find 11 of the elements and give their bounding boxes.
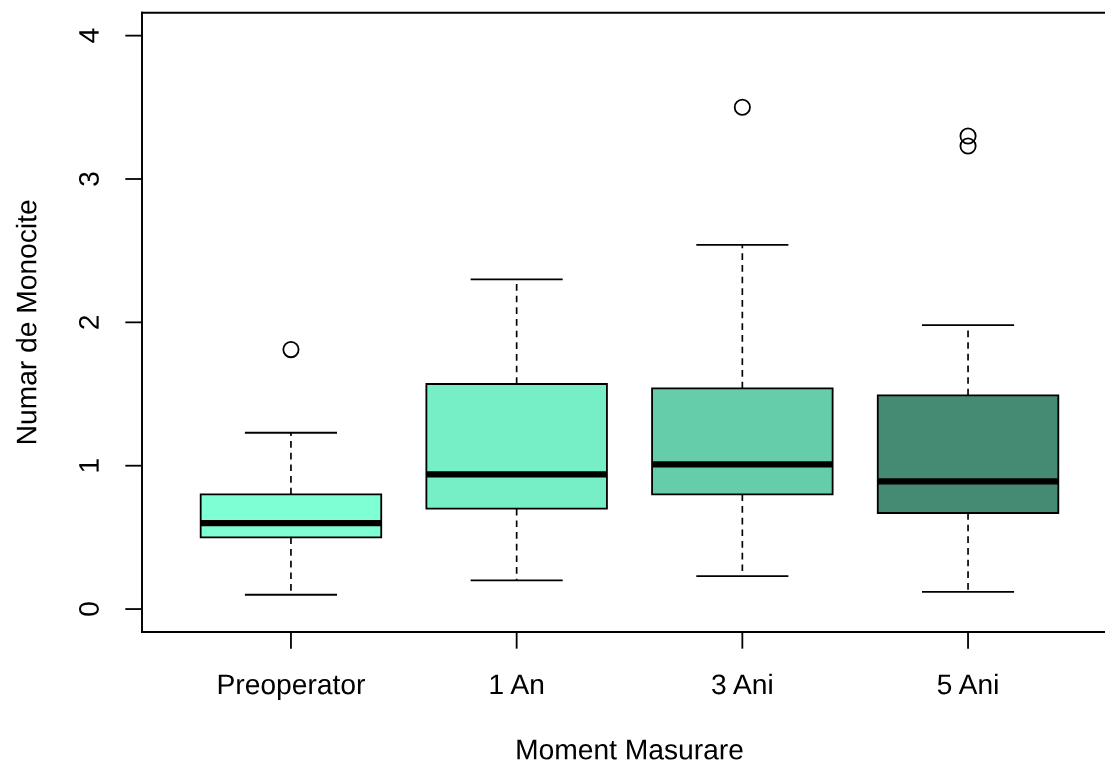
y-tick-label: 2 bbox=[78, 315, 99, 329]
y-tick-label: 0 bbox=[78, 602, 99, 616]
x-tick-label: Preoperator bbox=[218, 674, 365, 700]
y-tick-label: 4 bbox=[79, 28, 99, 43]
x-tick-label: 1 An bbox=[490, 674, 544, 695]
x-axis-title: Moment Masurare bbox=[517, 739, 743, 760]
x-tick-label: 5 Ani bbox=[937, 673, 998, 695]
y-axis-title: Numar de Monocite bbox=[15, 200, 37, 444]
x-tick-label: 3 Ani bbox=[712, 673, 772, 695]
y-tick-label: 3 bbox=[78, 172, 99, 186]
y-tick-label: 1 bbox=[79, 459, 99, 472]
